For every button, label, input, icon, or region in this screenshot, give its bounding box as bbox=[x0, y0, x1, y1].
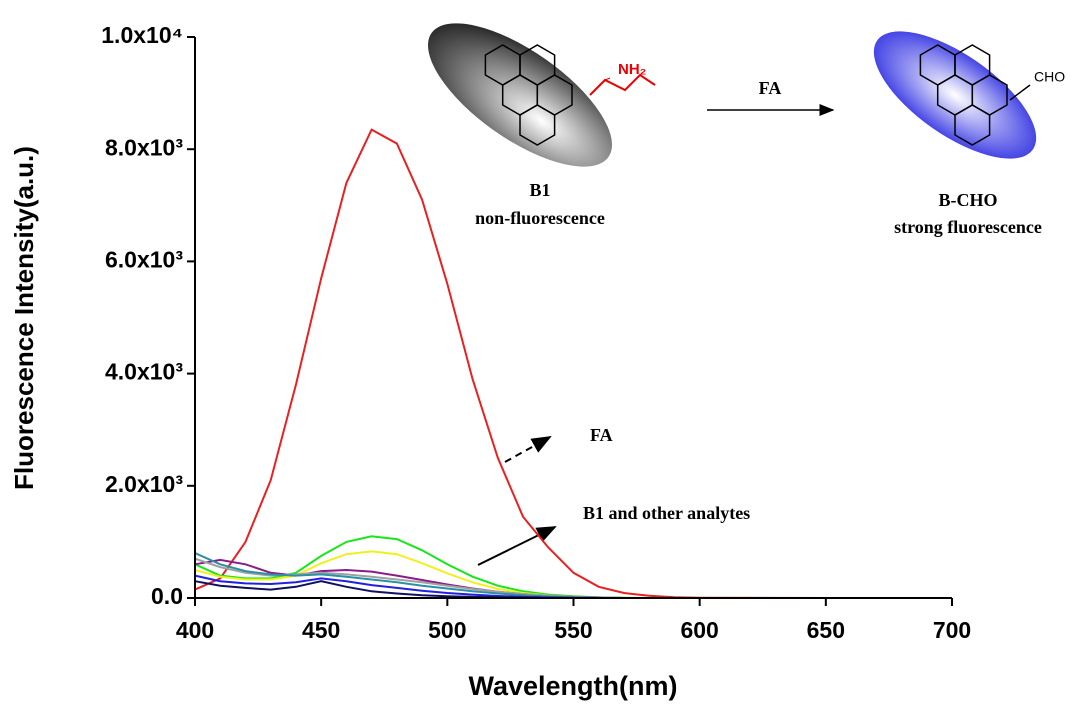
group: NH₂ bbox=[618, 61, 646, 78]
side-chain bbox=[589, 73, 656, 96]
series-line bbox=[194, 128, 952, 599]
series-line bbox=[194, 558, 952, 599]
product: B-CHO bbox=[938, 190, 997, 210]
x-tick-label: 450 bbox=[302, 617, 340, 643]
ring bbox=[519, 104, 556, 146]
y-tick-label: 1.0x10⁴ bbox=[101, 22, 183, 48]
scheme bbox=[428, 23, 1037, 566]
product-note: strong fluorescence bbox=[894, 217, 1042, 237]
x-tick-label: 600 bbox=[680, 617, 718, 643]
x-tick-label: 550 bbox=[554, 617, 592, 643]
reactant-note: non-fluorescence bbox=[475, 208, 605, 228]
y-tick-label: 2.0x10³ bbox=[105, 471, 183, 497]
annotation-arrow bbox=[504, 436, 552, 463]
y-axis-label: Fluorescence Intensity(a.u.) bbox=[9, 146, 39, 490]
x-tick-label: 650 bbox=[807, 617, 845, 643]
x-tick-label: 700 bbox=[933, 617, 971, 643]
x-axis-label: Wavelength(nm) bbox=[469, 671, 678, 701]
annotation-arrow bbox=[477, 526, 557, 566]
y-tick-label: 4.0x10³ bbox=[105, 359, 183, 385]
bond bbox=[1009, 84, 1031, 101]
y-tick-label: 6.0x10³ bbox=[105, 246, 183, 272]
molecule-shade bbox=[428, 23, 612, 167]
y-tick-label: 8.0x10³ bbox=[105, 134, 183, 160]
molecule-shade bbox=[873, 31, 1037, 159]
reagent: FA bbox=[759, 78, 782, 98]
annotation: FA bbox=[590, 425, 613, 445]
series-line bbox=[194, 552, 952, 599]
annotation: B1 and other analytes bbox=[583, 503, 750, 523]
x-tick-label: 500 bbox=[428, 617, 466, 643]
series-line bbox=[194, 574, 952, 599]
series-line bbox=[194, 535, 952, 599]
ring bbox=[954, 104, 991, 146]
reactant: B1 bbox=[529, 180, 550, 200]
group: CHO bbox=[1034, 69, 1065, 85]
x-tick-label: 400 bbox=[176, 617, 214, 643]
bond bbox=[604, 77, 611, 81]
y-tick-label: 0.0 bbox=[151, 583, 183, 609]
